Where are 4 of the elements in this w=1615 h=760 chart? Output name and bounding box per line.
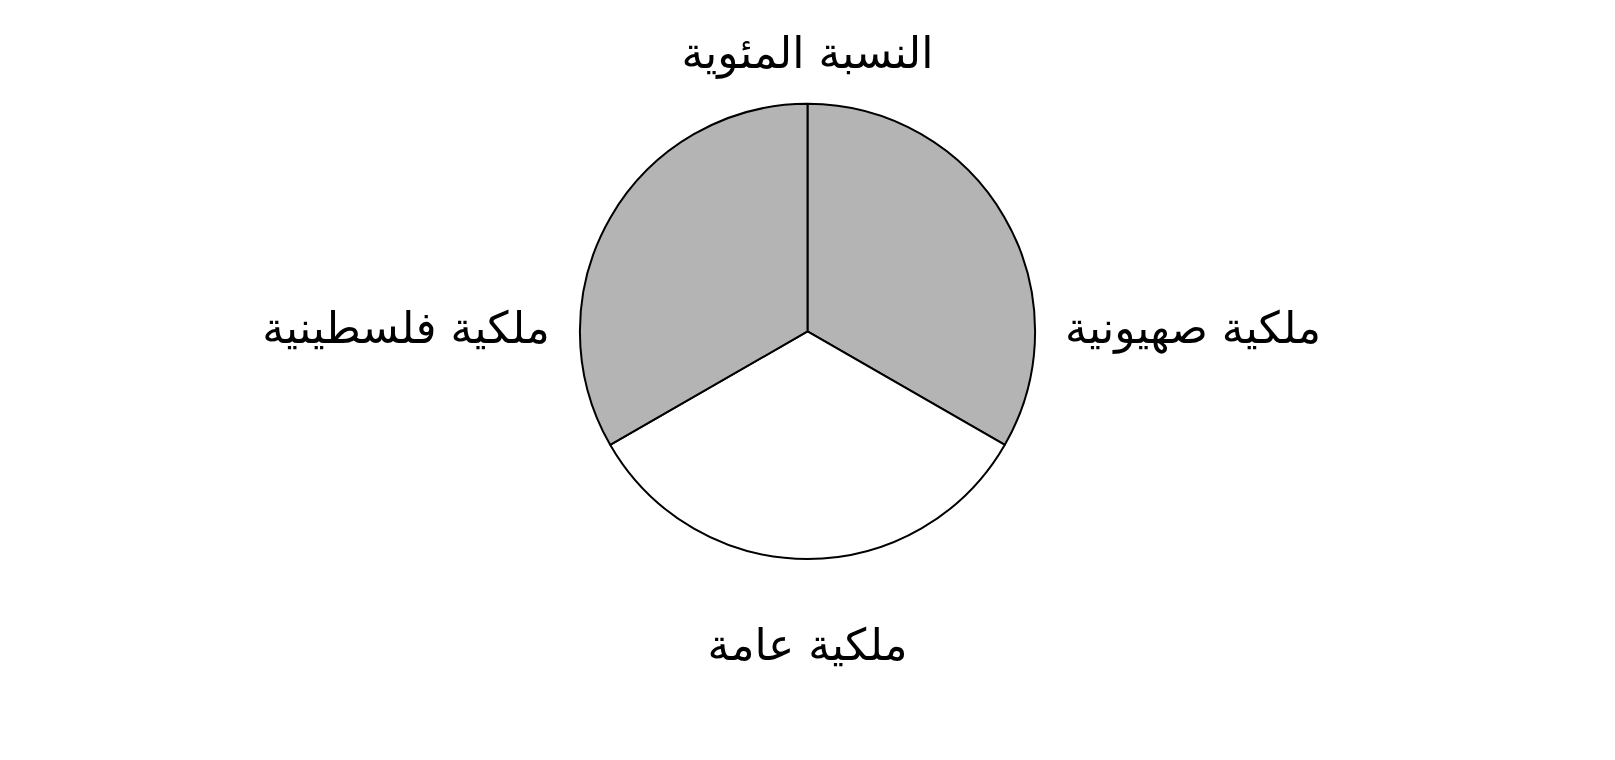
chart-title: النسبة المئوية (681, 26, 934, 79)
slice-label: ملكية عامة (707, 619, 908, 671)
slice-label: ملكية فلسطينية (262, 301, 550, 353)
slice-label: ملكية صهيونية (1065, 301, 1322, 354)
